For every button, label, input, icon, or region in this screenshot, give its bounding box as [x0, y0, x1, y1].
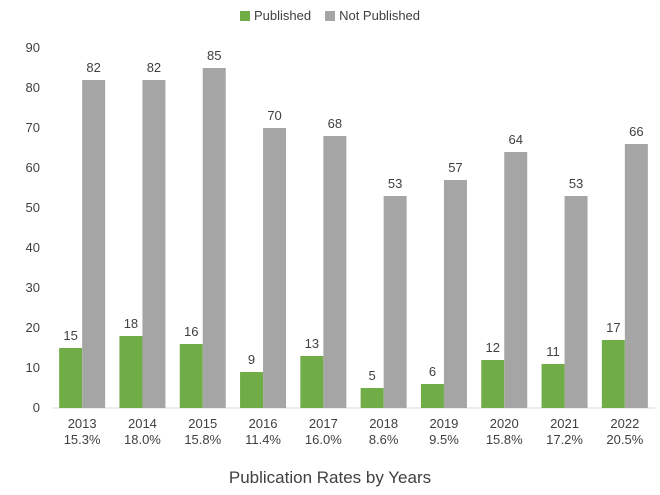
data-label: 6 [429, 364, 436, 379]
bar-published [179, 344, 203, 408]
x-tick-rate: 15.3% [64, 432, 101, 447]
bar-not-published [383, 196, 407, 408]
y-tick-label: 40 [26, 240, 40, 255]
bar-published [240, 372, 264, 408]
x-tick-label: 2017 [309, 416, 338, 431]
x-tick-rate: 16.0% [305, 432, 342, 447]
data-label: 11 [546, 344, 560, 359]
data-label: 64 [509, 132, 523, 147]
x-tick-rate: 20.5% [606, 432, 643, 447]
data-label: 82 [86, 60, 100, 75]
data-label: 70 [267, 108, 281, 123]
data-label: 18 [124, 316, 138, 331]
data-label: 66 [629, 124, 643, 139]
bar-not-published [142, 80, 166, 408]
x-tick-rate: 18.0% [124, 432, 161, 447]
bar-published [541, 364, 565, 408]
data-label: 15 [63, 328, 77, 343]
data-label: 53 [569, 176, 583, 191]
x-tick-rate: 17.2% [546, 432, 583, 447]
y-tick-label: 80 [26, 80, 40, 95]
bar-published [59, 348, 83, 408]
x-tick-rate: 11.4% [245, 432, 281, 447]
bar-not-published [82, 80, 106, 408]
x-tick-label: 2015 [188, 416, 217, 431]
x-tick-label: 2020 [490, 416, 519, 431]
x-tick-label: 2022 [610, 416, 639, 431]
legend-swatch-not-published [325, 10, 336, 21]
bar-not-published [564, 196, 588, 408]
bar-published [119, 336, 143, 408]
bar-published [300, 356, 324, 408]
y-tick-label: 60 [26, 160, 40, 175]
x-tick-rate: 15.8% [486, 432, 523, 447]
data-label: 85 [207, 48, 221, 63]
bar-published [601, 340, 625, 408]
legend-item-published: Published [239, 8, 312, 23]
data-label: 17 [606, 320, 620, 335]
data-label: 13 [305, 336, 319, 351]
bar-published [420, 384, 444, 408]
bar-published [360, 388, 384, 408]
y-tick-label: 70 [26, 120, 40, 135]
x-tick-label: 2016 [249, 416, 278, 431]
x-tick-rate: 15.8% [184, 432, 221, 447]
legend-item-not-published: Not Published [325, 8, 420, 23]
x-axis-title: Publication Rates by Years [228, 468, 432, 487]
data-label: 5 [369, 368, 376, 383]
data-label: 9 [248, 352, 255, 367]
bar-not-published [624, 144, 648, 408]
data-label: 53 [388, 176, 402, 191]
x-tick-label: 2013 [68, 416, 97, 431]
bar-not-published [443, 180, 467, 408]
x-tick-label: 2018 [369, 416, 398, 431]
x-tick-label: 2014 [128, 416, 157, 431]
x-tick-rate: 9.5% [429, 432, 459, 447]
y-tick-label: 90 [26, 40, 40, 55]
data-label: 12 [486, 340, 500, 355]
y-tick-label: 30 [26, 280, 40, 295]
data-label: 16 [184, 324, 198, 339]
x-tick-rate: 8.6% [369, 432, 399, 447]
data-label: 57 [448, 160, 462, 175]
legend-label-not-published: Not Published [339, 8, 421, 23]
x-tick-label: 2019 [429, 416, 458, 431]
y-tick-label: 10 [26, 360, 40, 375]
legend: Published Not Published [0, 8, 660, 23]
bar-not-published [263, 128, 287, 408]
bar-not-published [202, 68, 226, 408]
x-tick-label: 2021 [550, 416, 579, 431]
legend-label-published: Published [253, 8, 312, 23]
y-tick-label: 20 [26, 320, 40, 335]
legend-swatch-published [239, 10, 250, 21]
bar-not-published [323, 136, 347, 408]
bar-not-published [504, 152, 528, 408]
y-tick-label: 0 [33, 400, 40, 415]
data-label: 68 [328, 116, 342, 131]
bar-published [481, 360, 505, 408]
y-tick-label: 50 [26, 200, 40, 215]
data-label: 82 [147, 60, 161, 75]
